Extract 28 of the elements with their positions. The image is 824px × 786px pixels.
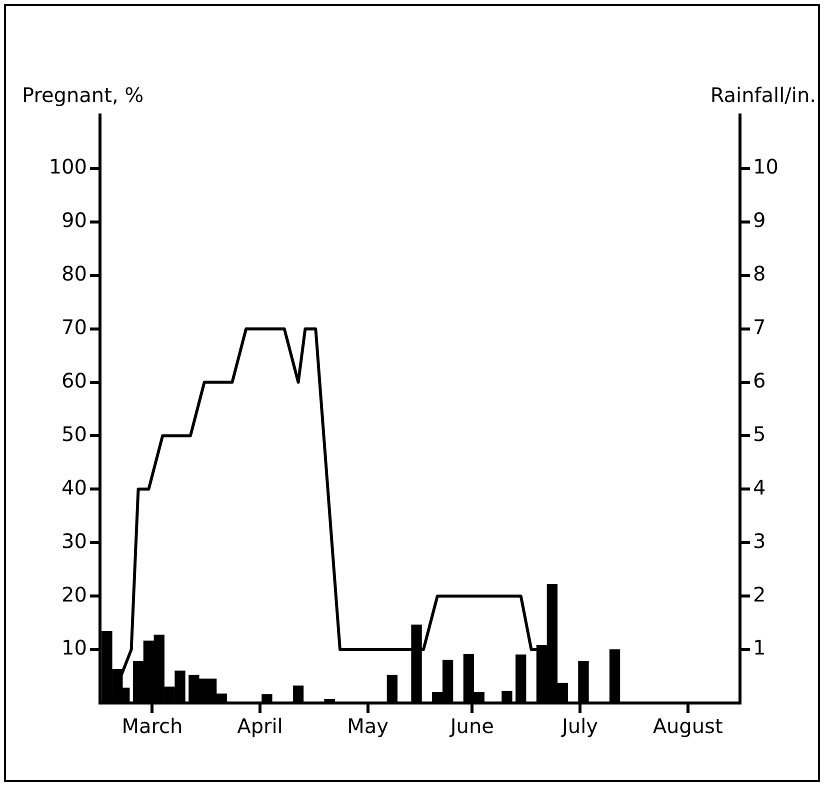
x-tick-label: March [122,714,183,738]
y2-tick-label: 6 [753,368,766,392]
y2-tick-label: 1 [753,636,766,660]
y2-tick-label: 8 [753,262,766,286]
y-tick-label: 70 [62,315,87,340]
y2-tick-label: 2 [753,582,766,606]
y-tick-label: 40 [62,475,87,500]
y-tick-label: 10 [62,636,87,660]
y2-tick-label: 7 [753,315,766,340]
y-tick-label: 100 [48,154,87,179]
y2-tick-label: 5 [753,422,766,446]
x-tick-label: July [560,714,598,738]
y2-tick-label: 10 [753,154,778,179]
y2-tick-label: 3 [753,528,766,553]
x-tick-label: May [347,714,389,738]
y-axis-title: Pregnant, % [22,83,144,108]
y-tick-label: 50 [62,422,87,446]
y-tick-label: 20 [62,582,87,606]
y-tick-label: 80 [62,262,87,286]
x-tick-label: August [652,714,723,738]
x-tick-label: June [448,714,494,738]
y2-tick-label: 4 [753,475,766,500]
y-tick-label: 30 [62,528,87,553]
y-tick-label: 90 [62,208,87,232]
y2-axis-title: Rainfall/in. [710,83,816,108]
y-tick-label: 60 [62,368,87,392]
y2-tick-label: 9 [753,208,766,232]
x-tick-label: April [237,714,283,738]
